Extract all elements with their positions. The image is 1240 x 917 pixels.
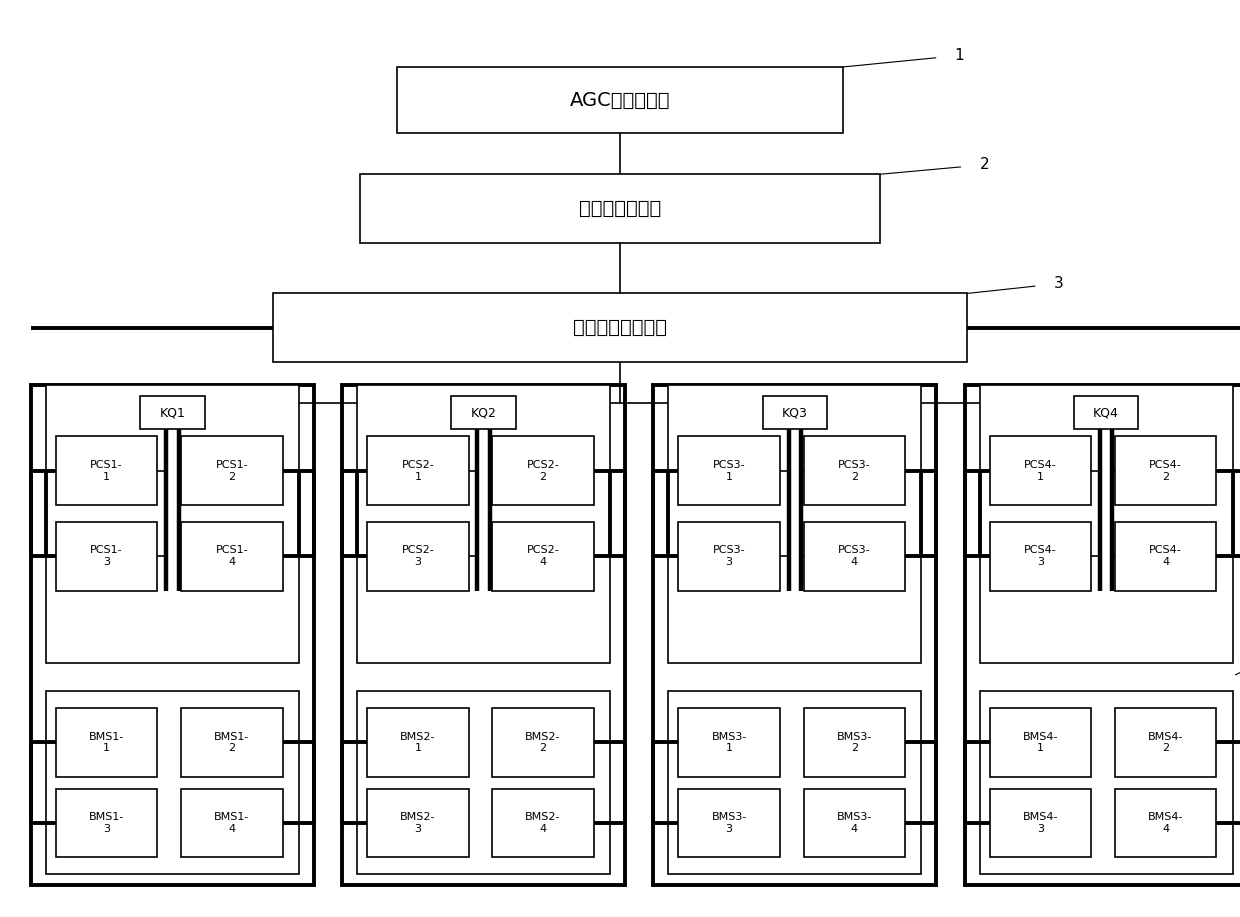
- Bar: [397, 67, 843, 133]
- Text: BMS2-
3: BMS2- 3: [401, 812, 435, 834]
- Text: BMS2-
2: BMS2- 2: [526, 732, 560, 753]
- Bar: [1115, 522, 1216, 591]
- Bar: [367, 522, 469, 591]
- Text: BMS1-
4: BMS1- 4: [215, 812, 249, 834]
- Bar: [56, 789, 157, 857]
- Bar: [1115, 708, 1216, 777]
- Text: BMS3-
3: BMS3- 3: [712, 812, 746, 834]
- Text: 高压环网笩系统层: 高压环网笩系统层: [573, 318, 667, 337]
- Bar: [804, 436, 905, 505]
- Text: BMS3-
2: BMS3- 2: [837, 732, 872, 753]
- Bar: [181, 708, 283, 777]
- Text: 3: 3: [1054, 276, 1064, 291]
- Text: KQ4: KQ4: [1094, 406, 1118, 419]
- Bar: [1074, 396, 1138, 429]
- Text: PCS4-
2: PCS4- 2: [1149, 460, 1182, 481]
- Bar: [367, 789, 469, 857]
- Bar: [56, 522, 157, 591]
- Text: BMS3-
1: BMS3- 1: [712, 732, 746, 753]
- Bar: [763, 396, 827, 429]
- Text: BMS4-
4: BMS4- 4: [1148, 812, 1183, 834]
- Text: BMS4-
1: BMS4- 1: [1023, 732, 1058, 753]
- Bar: [357, 691, 610, 874]
- Bar: [1115, 789, 1216, 857]
- Text: PCS1-
3: PCS1- 3: [91, 546, 123, 567]
- Bar: [668, 385, 921, 662]
- Text: PCS4-
1: PCS4- 1: [1024, 460, 1056, 481]
- Bar: [804, 522, 905, 591]
- Bar: [451, 396, 516, 429]
- Bar: [965, 385, 1240, 885]
- Text: 储能监控系统层: 储能监控系统层: [579, 199, 661, 218]
- Bar: [653, 385, 936, 885]
- Text: KQ1: KQ1: [160, 406, 185, 419]
- Text: BMS3-
4: BMS3- 4: [837, 812, 872, 834]
- Text: AGC控制系统层: AGC控制系统层: [569, 91, 671, 109]
- Bar: [492, 708, 594, 777]
- Text: BMS4-
2: BMS4- 2: [1148, 732, 1183, 753]
- Bar: [367, 436, 469, 505]
- Text: BMS4-
3: BMS4- 3: [1023, 812, 1058, 834]
- Text: PCS3-
4: PCS3- 4: [838, 546, 870, 567]
- Bar: [367, 708, 469, 777]
- Bar: [31, 385, 314, 885]
- Bar: [980, 385, 1233, 662]
- Text: BMS1-
1: BMS1- 1: [89, 732, 124, 753]
- Bar: [1115, 436, 1216, 505]
- Text: PCS1-
1: PCS1- 1: [91, 460, 123, 481]
- Text: PCS4-
4: PCS4- 4: [1149, 546, 1182, 567]
- Text: PCS2-
4: PCS2- 4: [527, 546, 559, 567]
- Text: KQ2: KQ2: [471, 406, 496, 419]
- Text: PCS2-
1: PCS2- 1: [402, 460, 434, 481]
- Bar: [492, 436, 594, 505]
- Bar: [804, 789, 905, 857]
- Bar: [357, 385, 610, 662]
- Bar: [678, 522, 780, 591]
- Bar: [181, 436, 283, 505]
- Bar: [181, 522, 283, 591]
- Text: BMS1-
3: BMS1- 3: [89, 812, 124, 834]
- Bar: [678, 708, 780, 777]
- Bar: [342, 385, 625, 885]
- Bar: [678, 789, 780, 857]
- Bar: [990, 436, 1091, 505]
- Bar: [804, 708, 905, 777]
- Text: PCS3-
1: PCS3- 1: [713, 460, 745, 481]
- Text: PCS1-
4: PCS1- 4: [216, 546, 248, 567]
- Text: PCS2-
2: PCS2- 2: [527, 460, 559, 481]
- Bar: [181, 789, 283, 857]
- Text: BMS2-
1: BMS2- 1: [401, 732, 435, 753]
- Text: 1: 1: [955, 48, 965, 62]
- Bar: [140, 396, 205, 429]
- Bar: [492, 522, 594, 591]
- Bar: [360, 174, 880, 243]
- Bar: [668, 691, 921, 874]
- Text: PCS3-
2: PCS3- 2: [838, 460, 870, 481]
- Bar: [46, 691, 299, 874]
- Text: PCS1-
2: PCS1- 2: [216, 460, 248, 481]
- Text: BMS1-
2: BMS1- 2: [215, 732, 249, 753]
- Bar: [678, 436, 780, 505]
- Bar: [980, 691, 1233, 874]
- Bar: [990, 522, 1091, 591]
- Text: PCS3-
3: PCS3- 3: [713, 546, 745, 567]
- Bar: [56, 436, 157, 505]
- Bar: [990, 789, 1091, 857]
- Text: KQ3: KQ3: [782, 406, 807, 419]
- Bar: [990, 708, 1091, 777]
- Bar: [46, 385, 299, 662]
- Text: 2: 2: [980, 157, 990, 171]
- Bar: [492, 789, 594, 857]
- Text: PCS2-
3: PCS2- 3: [402, 546, 434, 567]
- Text: BMS2-
4: BMS2- 4: [526, 812, 560, 834]
- Text: PCS4-
3: PCS4- 3: [1024, 546, 1056, 567]
- Bar: [273, 293, 967, 362]
- Bar: [56, 708, 157, 777]
